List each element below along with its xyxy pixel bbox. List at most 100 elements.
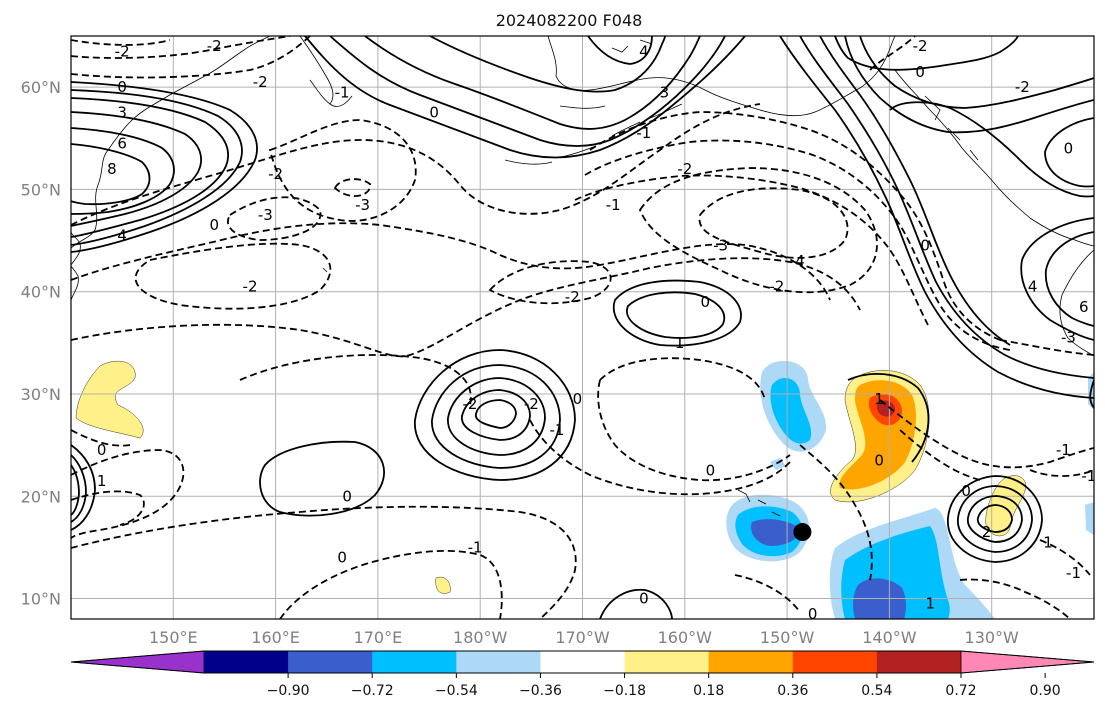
contour-neg <box>1029 469 1094 477</box>
contour-label: 0 <box>874 451 884 469</box>
contour-pos <box>967 495 1023 543</box>
storm-marker <box>793 523 812 542</box>
contour-neg <box>584 139 1011 351</box>
graticule <box>71 36 1094 619</box>
contour-pos <box>1020 217 1094 341</box>
coast-kamchatka <box>299 36 353 107</box>
contour-label: 0 <box>639 590 649 608</box>
latitude-axis: 10°N 20°N 30°N 40°N 50°N 60°N <box>21 78 61 608</box>
contour-label: 0 <box>700 293 710 311</box>
contour-neg <box>71 429 131 447</box>
contour-label: -1 <box>636 124 651 142</box>
contour-label: -2 <box>769 278 784 296</box>
contour-pos <box>475 399 517 429</box>
contour-pos <box>1044 231 1094 327</box>
colorbar-segment <box>792 651 878 673</box>
contour-label: 0 <box>1064 140 1074 158</box>
colorbar-tick-label: 0.18 <box>693 683 724 699</box>
contour-label: 1 <box>926 595 936 613</box>
contour-neg <box>134 242 332 310</box>
contour-neg <box>899 429 981 481</box>
contour-label: -2 <box>207 37 222 55</box>
contour-label: -4 <box>790 252 805 270</box>
contour-pos <box>71 111 202 227</box>
contour-label: -1 <box>549 421 564 439</box>
contour-pos <box>259 440 385 517</box>
contour-pos <box>612 279 742 347</box>
colorbar-segment <box>204 651 289 673</box>
lat-tick-label: 50°N <box>21 180 61 199</box>
contour-pos <box>834 36 1019 71</box>
contour-label: 0 <box>706 462 716 480</box>
contour-neg <box>71 36 311 79</box>
colorbar-tick-label: −0.36 <box>519 683 562 699</box>
positive-contours <box>71 36 1094 619</box>
contour-pos <box>71 143 151 206</box>
lon-tick-label: 160°E <box>251 628 300 647</box>
contour-pos <box>329 36 726 147</box>
contour-label: 6 <box>1079 298 1089 316</box>
contour-label: 0 <box>97 441 107 459</box>
colorbar-segment <box>540 651 626 673</box>
colorbar-segment <box>876 651 962 673</box>
contour-neg <box>71 36 291 59</box>
contour-label: 3 <box>660 83 670 101</box>
contour-label: 2 <box>982 523 992 541</box>
contour-label: -1 <box>28 523 43 541</box>
lon-tick-label: 160°W <box>658 628 713 647</box>
contour-label: 0 <box>209 216 219 234</box>
lon-tick-label: 170°W <box>555 628 610 647</box>
coast-japan <box>71 231 81 301</box>
contour-label: 4 <box>639 42 649 60</box>
contour-label: -1 <box>1081 467 1096 485</box>
contour-label: 0 <box>915 63 925 81</box>
colorbar-extend-high <box>960 650 1095 674</box>
storm-center-marker <box>793 523 812 542</box>
contour-pos <box>71 81 258 253</box>
contour-label: 4 <box>1028 278 1038 296</box>
contour-label-bg <box>24 522 46 539</box>
contour-neg <box>71 257 861 358</box>
contour-pos <box>599 588 673 619</box>
contour-label: 4 <box>117 226 127 244</box>
lon-tick-label: 170°E <box>354 628 403 647</box>
contour-pos <box>71 464 80 516</box>
contour-label: -2 <box>677 160 692 178</box>
contour-neg <box>333 178 371 197</box>
lon-tick-label: 150°E <box>149 628 198 647</box>
negative-contours <box>71 36 1094 619</box>
contour-pos <box>461 389 531 441</box>
contour-pos <box>847 373 930 463</box>
contour-label: -3 <box>355 196 370 214</box>
contour-label: 0 <box>429 104 439 122</box>
contour-pos <box>364 36 701 130</box>
lat-tick-label: 60°N <box>21 78 61 97</box>
contour-neg <box>599 357 766 401</box>
contour-pos <box>779 36 1094 399</box>
contour-neg <box>71 39 171 46</box>
contour-pos <box>71 444 96 531</box>
contour-label: -3 <box>1061 329 1076 347</box>
lat-tick-label: 30°N <box>21 385 61 404</box>
lon-tick-label: 140°W <box>862 628 917 647</box>
contour-label: 0 <box>573 390 583 408</box>
contour-label: 1 <box>874 390 884 408</box>
contour-neg <box>698 187 849 259</box>
contour-label: -2 <box>268 165 283 183</box>
contour-neg <box>227 196 322 241</box>
contour-pos <box>947 475 1043 563</box>
colorbar-tick-label: −0.18 <box>603 683 646 699</box>
contour-label: -1 <box>606 196 621 214</box>
anomaly-positive-west <box>75 360 144 439</box>
contour-label: -2 <box>243 278 258 296</box>
contour-neg <box>734 574 801 613</box>
contour-pos <box>819 36 1011 346</box>
contour-label: -2 <box>462 395 477 413</box>
contour-pos <box>587 36 653 65</box>
contour-pos <box>1044 117 1094 188</box>
coast-aleutians <box>504 103 683 165</box>
contour-neg <box>799 444 873 581</box>
contour-neg <box>71 490 145 526</box>
contour-pos <box>304 36 746 159</box>
contour-neg <box>71 449 185 539</box>
